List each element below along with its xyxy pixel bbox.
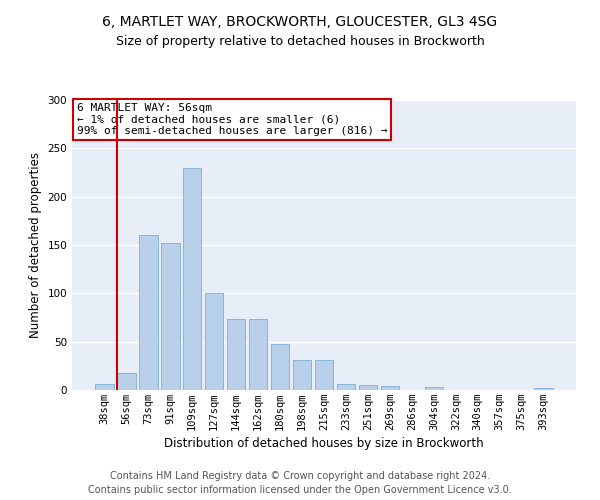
- Text: Contains HM Land Registry data © Crown copyright and database right 2024.
Contai: Contains HM Land Registry data © Crown c…: [88, 471, 512, 495]
- Bar: [117, 372, 136, 390]
- Bar: [249, 320, 268, 390]
- Bar: [535, 388, 553, 390]
- Y-axis label: Number of detached properties: Number of detached properties: [29, 152, 42, 338]
- Bar: [271, 344, 289, 390]
- Bar: [95, 384, 113, 390]
- Bar: [183, 168, 202, 390]
- Bar: [293, 360, 311, 390]
- Bar: [227, 320, 245, 390]
- Text: 6, MARTLET WAY, BROCKWORTH, GLOUCESTER, GL3 4SG: 6, MARTLET WAY, BROCKWORTH, GLOUCESTER, …: [103, 15, 497, 29]
- Bar: [337, 384, 355, 390]
- Bar: [139, 236, 158, 390]
- Bar: [314, 360, 334, 390]
- Bar: [205, 294, 223, 390]
- Text: Size of property relative to detached houses in Brockworth: Size of property relative to detached ho…: [116, 35, 484, 48]
- Text: 6 MARTLET WAY: 56sqm
← 1% of detached houses are smaller (6)
99% of semi-detache: 6 MARTLET WAY: 56sqm ← 1% of detached ho…: [77, 103, 388, 136]
- X-axis label: Distribution of detached houses by size in Brockworth: Distribution of detached houses by size …: [164, 437, 484, 450]
- Bar: [380, 386, 399, 390]
- Bar: [359, 385, 377, 390]
- Bar: [161, 243, 179, 390]
- Bar: [425, 387, 443, 390]
